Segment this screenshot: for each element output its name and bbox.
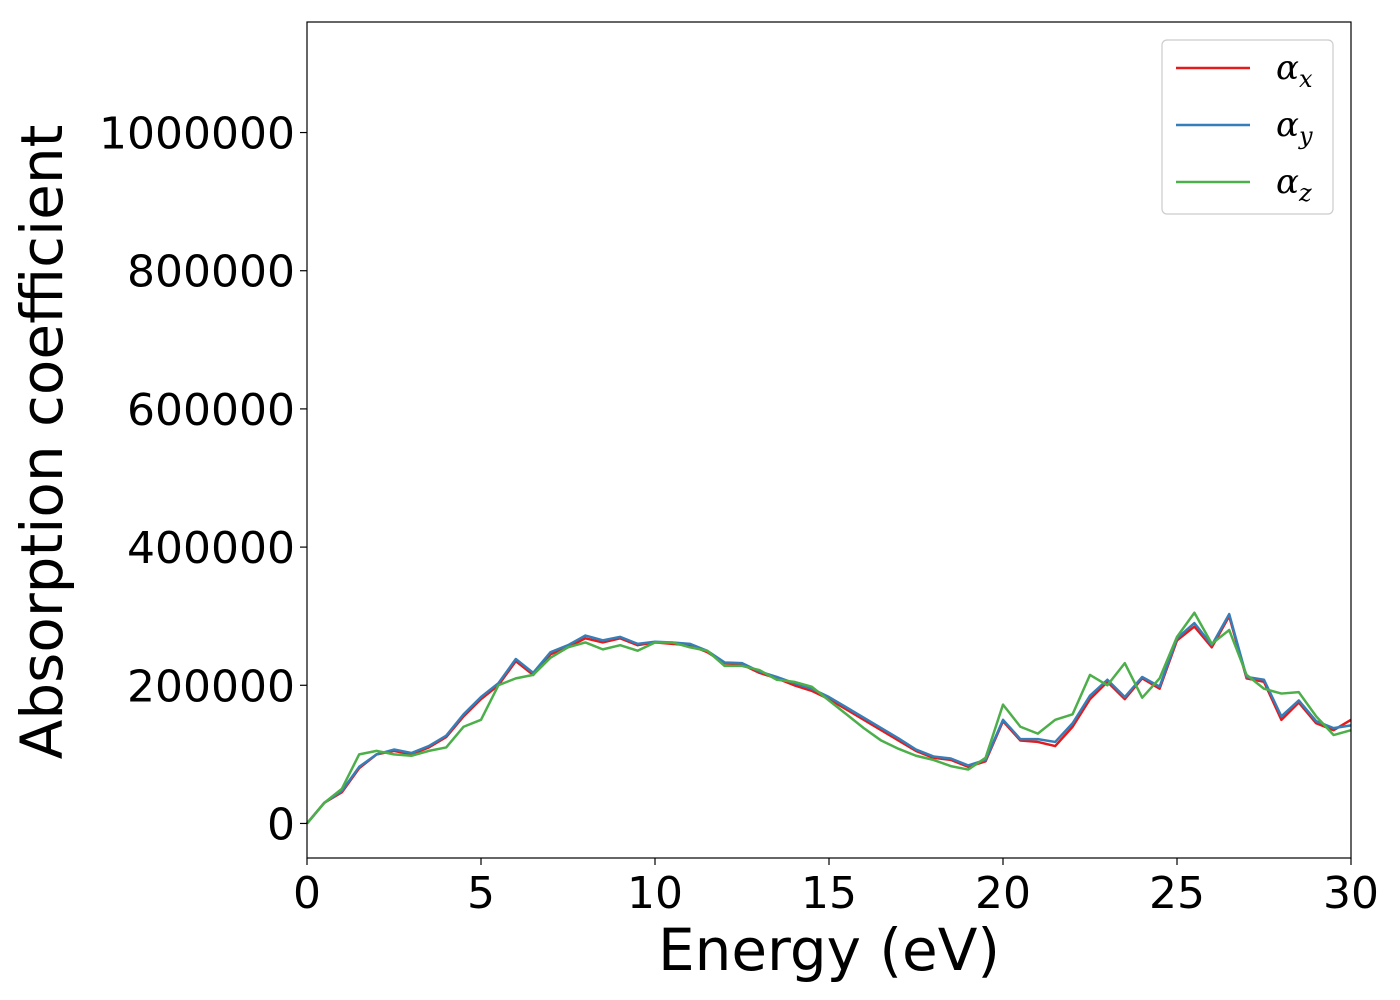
legend: αx αy αz bbox=[1161, 39, 1334, 215]
x-tick-label: 15 bbox=[801, 868, 857, 919]
y-tick-label: 800000 bbox=[127, 247, 295, 298]
legend-box bbox=[1161, 39, 1334, 215]
series-layer bbox=[306, 611, 1352, 825]
legend-label-x: αx bbox=[1276, 48, 1313, 93]
y-tick-label: 0 bbox=[267, 799, 295, 850]
legend-label-y: αy bbox=[1276, 105, 1313, 150]
y-tick-label: 400000 bbox=[127, 523, 295, 574]
y-tick-label: 1000000 bbox=[99, 109, 295, 160]
x-tick-label: 5 bbox=[467, 868, 495, 919]
y-tick-label: 200000 bbox=[127, 661, 295, 712]
legend-label-z: αz bbox=[1276, 162, 1312, 207]
y-axis-label: Absorption coefficient bbox=[8, 125, 76, 760]
x-tick-label: 25 bbox=[1149, 868, 1205, 919]
y-axis: 0 200000 400000 600000 800000 1000000 bbox=[99, 109, 307, 850]
x-tick-label: 20 bbox=[975, 868, 1031, 919]
x-tick-label: 30 bbox=[1323, 868, 1379, 919]
x-tick-label: 10 bbox=[627, 868, 683, 919]
series-line-z bbox=[306, 611, 1352, 825]
x-axis-label: Energy (eV) bbox=[658, 916, 1000, 984]
y-tick-label: 600000 bbox=[127, 385, 295, 436]
x-axis: 0 5 10 15 20 25 30 bbox=[293, 858, 1379, 919]
x-tick-label: 0 bbox=[293, 868, 321, 919]
